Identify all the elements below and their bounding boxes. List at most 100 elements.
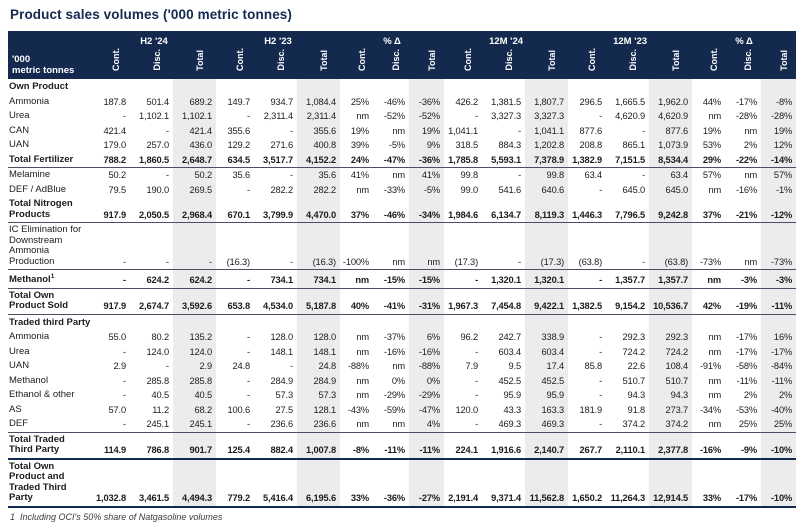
cell: -3% [761, 269, 797, 289]
cell: 9.5 [508, 361, 522, 372]
cell: 40% [340, 288, 373, 315]
cell: 25% [761, 417, 797, 433]
cell [606, 79, 649, 95]
cell: 603.4 [498, 346, 522, 357]
cell: 5,416.4 [254, 458, 297, 508]
cell: -16% [735, 184, 758, 195]
cell: - [123, 390, 126, 401]
cell: 4,152.2 [297, 152, 340, 168]
cell: 6% [409, 330, 445, 345]
cell: 1,202.8 [525, 138, 569, 153]
row-label: Urea [9, 110, 30, 121]
group-header-5: % Δ [692, 31, 797, 47]
cell: 128.0 [270, 332, 293, 343]
cell: 91.8 [627, 404, 646, 415]
cell: 9,422.1 [525, 288, 569, 315]
cell: - [568, 269, 607, 289]
cell: -17% [735, 332, 758, 343]
cell: 135.2 [173, 330, 216, 345]
cell: -47% [409, 402, 445, 418]
cell [409, 314, 445, 331]
cell: -58% [735, 361, 758, 372]
cell: -34% [409, 197, 445, 223]
cell: -17% [725, 458, 762, 508]
cell: nm [373, 417, 409, 433]
cell: 5,187.8 [297, 288, 340, 315]
cell: 2% [743, 390, 758, 401]
cell: 1,382.5 [568, 288, 607, 315]
row-label: IC Elimination for Downstream Ammonia Pr… [8, 222, 92, 270]
cell: -53% [735, 404, 758, 415]
cell: - [475, 111, 479, 121]
cell: 917.9 [92, 197, 130, 223]
cell: -29% [409, 388, 445, 403]
cell: - [247, 390, 250, 401]
cell [173, 314, 216, 331]
cell: 2,110.1 [606, 432, 650, 460]
cell [130, 314, 173, 330]
cell: 95.9 [525, 388, 569, 403]
cell: 17.4 [525, 359, 569, 374]
cell: 257.0 [146, 140, 169, 150]
cell: 2,140.7 [525, 432, 569, 460]
cell: 224.1 [444, 432, 483, 460]
cell: 1,381.5 [491, 96, 522, 107]
cell: 57.3 [275, 390, 294, 401]
cell: - [518, 125, 522, 136]
cell: 6,195.6 [297, 458, 340, 508]
table-row: Total Traded Third Party 114.9 786.8 901.7 1… [8, 432, 797, 460]
cell: -36% [409, 94, 445, 109]
cell: 0% [409, 373, 445, 389]
cell: - [290, 125, 293, 136]
cell: 1,357.7 [606, 269, 650, 289]
cell: 50.2 [108, 170, 127, 180]
cell: -10% [761, 458, 797, 508]
subcol-header: Cont. [340, 47, 373, 79]
cell: - [290, 170, 293, 180]
table-row: Traded third Party [8, 314, 797, 331]
cell: -11% [373, 432, 409, 460]
cell: 6,134.7 [482, 197, 526, 223]
cell: nm [744, 170, 758, 180]
row-label: Ammonia [9, 331, 50, 343]
row-label: Own Product [9, 81, 69, 92]
cell: -27% [409, 458, 445, 508]
cell: 724.2 [649, 344, 693, 360]
cell [692, 79, 725, 95]
cell: 29% [692, 152, 726, 168]
cell: 1,102.1 [173, 109, 216, 124]
table-row: Total Own Product and Traded Third Party… [8, 458, 797, 508]
cell: 94.3 [649, 388, 693, 403]
subcol-label: Total [778, 50, 789, 71]
subcol-header: Disc. [482, 47, 526, 79]
cell [173, 79, 216, 95]
page-title: Product sales volumes ('000 metric tonne… [10, 7, 293, 22]
cell: 68.2 [173, 402, 216, 418]
cell: 2,191.4 [444, 458, 483, 508]
cell: 4,494.3 [173, 458, 216, 508]
subcol-label: Disc. [627, 49, 638, 71]
subcol-header: Cont. [216, 47, 254, 79]
cell: nm [356, 375, 369, 386]
cell: - [123, 346, 126, 357]
cell: 22.6 [627, 361, 646, 372]
cell: 79.5 [108, 184, 127, 195]
cell: -73% [692, 222, 726, 270]
subcol-header: Cont. [568, 47, 607, 79]
cell: -15% [409, 269, 445, 289]
cell: -43% [347, 404, 369, 415]
cell: -73% [761, 222, 797, 270]
cell: 5,593.1 [482, 152, 526, 168]
row-label: CAN [9, 124, 30, 136]
cell: 501.4 [146, 96, 169, 107]
cell: 19% [409, 123, 445, 138]
cell: 12,914.5 [649, 458, 693, 508]
cell [254, 79, 297, 95]
cell: 3,461.5 [130, 458, 173, 508]
cell: nm [692, 417, 726, 433]
cell: 94.3 [627, 390, 646, 401]
cell: 37% [340, 197, 373, 223]
cell: -10% [761, 432, 797, 460]
cell: nm [708, 390, 722, 401]
cell: 271.6 [270, 140, 293, 150]
